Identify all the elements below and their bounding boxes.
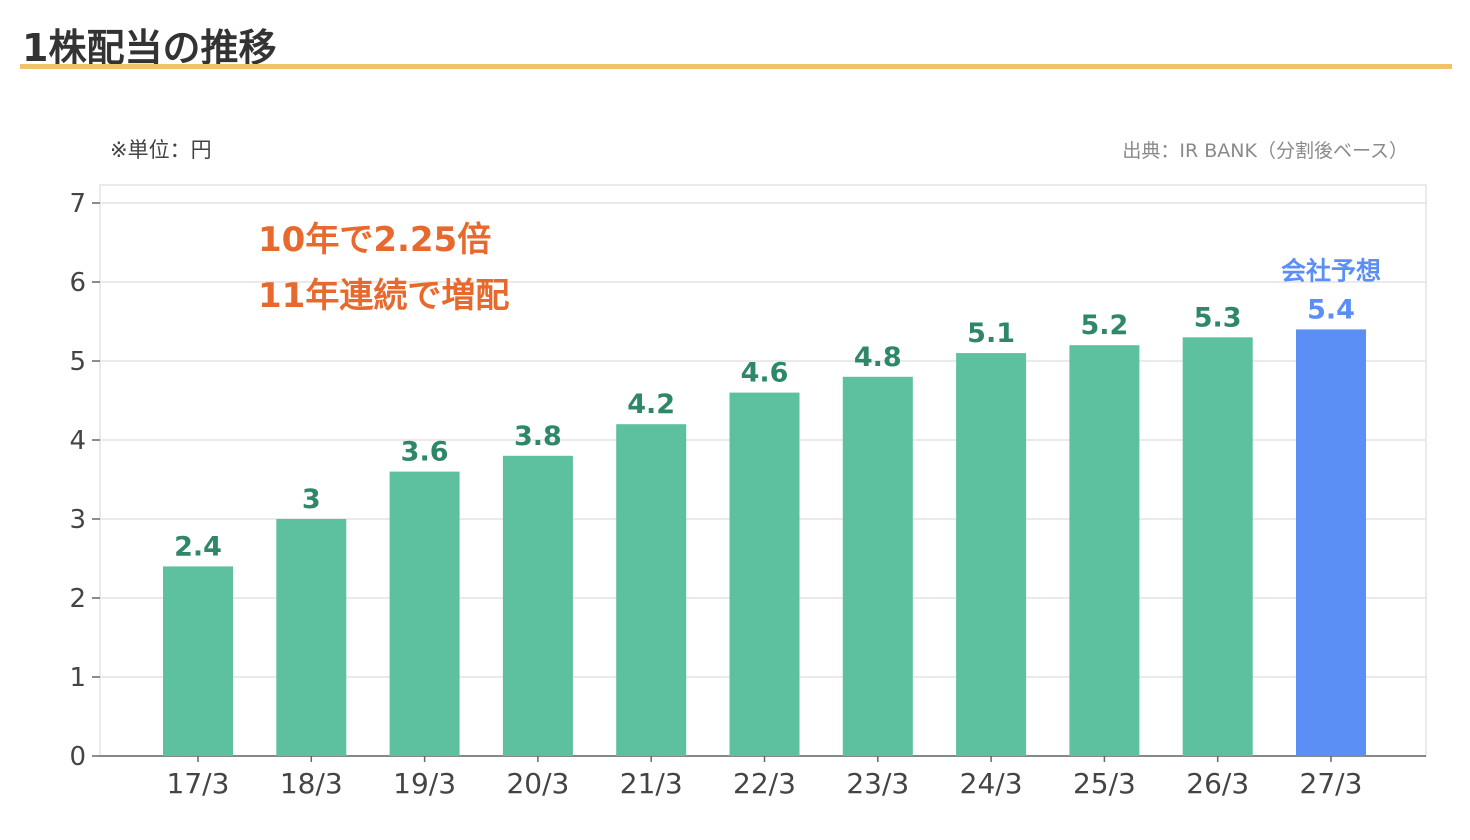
- y-tick-label: 0: [69, 742, 86, 772]
- x-tick-label: 21/3: [620, 767, 683, 800]
- x-tick-label: 25/3: [1073, 767, 1136, 800]
- x-tick-label: 26/3: [1186, 767, 1249, 800]
- bar: [729, 392, 800, 756]
- x-tick-label: 22/3: [733, 767, 796, 800]
- y-tick-label: 1: [69, 663, 86, 693]
- data-label: 3.6: [401, 437, 449, 468]
- data-label: 5.4: [1307, 294, 1355, 325]
- x-tick-label: 27/3: [1300, 767, 1363, 800]
- y-tick-label: 2: [69, 584, 86, 614]
- x-tick-label: 18/3: [280, 767, 343, 800]
- y-tick-label: 7: [69, 189, 86, 219]
- data-label: 4.8: [854, 342, 902, 373]
- bar: [502, 455, 573, 756]
- data-label: 3: [302, 484, 321, 515]
- y-tick-label: 5: [69, 347, 86, 377]
- bar: [616, 424, 687, 756]
- data-label: 4.6: [741, 358, 789, 389]
- data-label: 4.2: [627, 389, 675, 420]
- bar: [842, 376, 913, 756]
- bar: [163, 566, 233, 756]
- unit-note: ※単位：円: [110, 138, 212, 162]
- y-tick-label: 4: [69, 426, 86, 456]
- bar: [1182, 337, 1253, 756]
- y-tick-label: 6: [69, 268, 86, 298]
- forecast-bar: [1296, 329, 1366, 756]
- x-tick-label: 19/3: [393, 767, 456, 800]
- x-tick-label: 20/3: [506, 767, 569, 800]
- forecast-label: 会社予想: [1281, 256, 1381, 285]
- data-label: 2.4: [174, 531, 222, 562]
- streak-annotation: 11年連続で増配: [258, 276, 510, 316]
- bar: [1069, 345, 1140, 756]
- y-tick-label: 3: [69, 505, 86, 535]
- bar: [389, 471, 460, 756]
- page-title: 1株配当の推移: [22, 26, 277, 70]
- x-tick-label: 24/3: [960, 767, 1023, 800]
- x-tick-label: 17/3: [167, 767, 230, 800]
- growth-annotation: 10年で2.25倍: [258, 220, 492, 260]
- bar: [276, 519, 347, 756]
- bar: [956, 353, 1027, 756]
- x-tick-label: 23/3: [846, 767, 909, 800]
- title-underline: [20, 64, 1452, 69]
- source-note: 出典：IR BANK（分割後ベース）: [1122, 140, 1408, 162]
- data-label: 5.2: [1080, 310, 1128, 341]
- data-label: 5.1: [967, 318, 1015, 349]
- data-label: 3.8: [514, 421, 562, 452]
- data-label: 5.3: [1194, 302, 1242, 333]
